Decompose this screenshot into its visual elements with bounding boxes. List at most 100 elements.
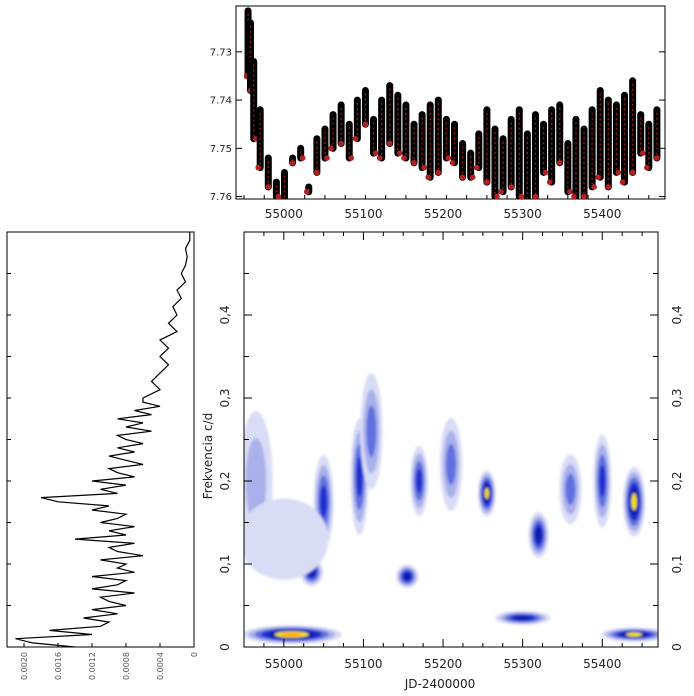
light-curve-point [542,169,549,176]
light-curve-y-tick-label: 7.74 [210,96,232,107]
wavelet-contour-level [244,498,329,580]
x-axis-title: JD-2400000 [404,677,476,691]
light-curve-point [494,193,500,199]
wavelet-y-tick-label-right: 0,4 [670,305,684,324]
wavelet-y-tick-label-right: 0,1 [670,554,684,573]
light-curve-point [255,164,261,171]
wavelet-y-tick-label: 0,3 [218,388,232,407]
periodogram-line [15,232,191,647]
wavelet-contour-level [626,632,643,637]
light-curve-point [654,155,660,161]
light-curve-point [289,160,296,166]
light-curve-point [275,193,282,199]
wavelet-contour-level [535,528,542,542]
periodogram-axis: 0.0020 0.0016 0.0012 0.0008 0.0004 0 [7,231,199,680]
light-curve-x-tick-label: 55200 [424,207,462,221]
wavelet-contour-level [416,468,423,494]
periodogram-x-tick-label: 0.0004 [156,652,165,680]
periodogram-x-tick-label: 0.0012 [88,652,97,680]
wavelet-contour-level [404,573,411,580]
light-curve-point [421,164,427,171]
light-curve-point [567,188,573,195]
light-curve-point [352,135,359,142]
wavelet-contour-level [565,473,576,505]
light-curve-point [328,145,334,152]
wavelet-panel: 0 0 0,1 0,1 0,2 0,2 0,3 0,3 0,4 0,4 55000 55000 551… [201,207,684,691]
light-curve-x-tick-label: 55400 [583,207,621,221]
light-curve-point [595,174,602,181]
light-curve-point [281,198,284,199]
wavelet-contours [244,373,658,644]
light-curve-point [459,174,466,181]
light-curve-x-tick-label: 55300 [504,207,542,221]
wavelet-contour-level [484,487,489,500]
light-curve-point [338,140,344,147]
wavelet-contour-level [631,493,637,511]
wavelet-x-tick-label: 55100 [344,657,382,671]
wavelet-x-tick-label: 55000 [265,657,303,671]
wavelet-contour-level [599,464,606,498]
wavelet-contour-level [320,485,328,518]
periodogram-frame [6,231,195,648]
light-curve-point [532,193,539,199]
light-curve-point [469,174,476,181]
wavelet-contour-level [356,456,363,498]
light-curve-x-tick-label: 55100 [344,207,382,221]
light-curve-point [605,184,612,190]
y-axis-title: Frekvencia c/d [201,413,215,499]
light-curve-point [581,193,587,199]
light-curve-point [615,169,622,176]
periodogram-curve [15,232,191,647]
light-curve-point [299,155,306,161]
wavelet-contour-level [245,438,267,524]
light-curve-point [556,160,563,166]
light-curve-point [571,193,577,199]
wavelet-y-axis: 0 0 0,1 0,1 0,2 0,2 0,3 0,3 0,4 0,4 [218,231,684,651]
light-curve-point [523,198,527,199]
wavelet-y-tick-label-right: 0,3 [670,388,684,407]
light-curve-point [546,179,553,185]
light-curve-point [401,155,407,161]
wavelet-x-tick-label: 55300 [504,657,542,671]
light-curve-x-tick-label: 55000 [265,207,303,221]
light-curve-point [303,188,310,195]
light-curve-point [376,155,383,161]
wavelet-contour-level [281,632,303,637]
light-curve-point [362,121,369,128]
light-curve-point [314,169,320,176]
light-curve-point [518,193,525,199]
light-curve-point [386,140,393,147]
light-curve-point [498,188,504,195]
light-curve-point [265,184,272,190]
light-curve-point [508,184,514,190]
wavelet-x-tick-label: 55400 [583,657,621,671]
light-curve-y-tick-label: 7.76 [210,192,232,203]
light-curve-point [445,155,452,161]
light-curve-points [244,7,661,199]
wavelet-x-axis: 55000 55000 55100 55100 55200 55200 55300 55300… [243,207,643,671]
light-curve-point [619,179,626,185]
light-curve-point [473,164,480,171]
light-curve-point [449,160,456,166]
light-curve-point [629,169,636,176]
wavelet-contour-level [446,443,456,486]
light-curve-point [372,150,379,156]
light-curve-point [425,174,432,181]
periodogram-x-tick-label: 0.0008 [122,652,131,680]
light-curve-point [639,150,646,156]
wavelet-y-tick-label: 0,2 [218,471,232,490]
light-curve-x-axis [243,195,650,199]
periodogram-x-tick-label: 0.0020 [20,652,29,680]
wavelet-y-tick-label: 0,1 [218,554,232,573]
wavelet-y-tick-label-right: 0,2 [670,471,684,490]
wavelet-contour-level [366,405,377,458]
light-curve-point [411,160,417,166]
light-curve-point [591,184,597,190]
light-curve-point [324,155,330,161]
light-curve-y-tick-label: 7.73 [210,47,232,58]
wavelet-y-tick-label: 0 [218,643,232,651]
light-curve-y-tick-label: 7.75 [210,144,232,155]
periodogram-panel: 0.0020 0.0016 0.0012 0.0008 0.0004 0 [6,231,199,680]
wavelet-contour-level [514,615,531,620]
